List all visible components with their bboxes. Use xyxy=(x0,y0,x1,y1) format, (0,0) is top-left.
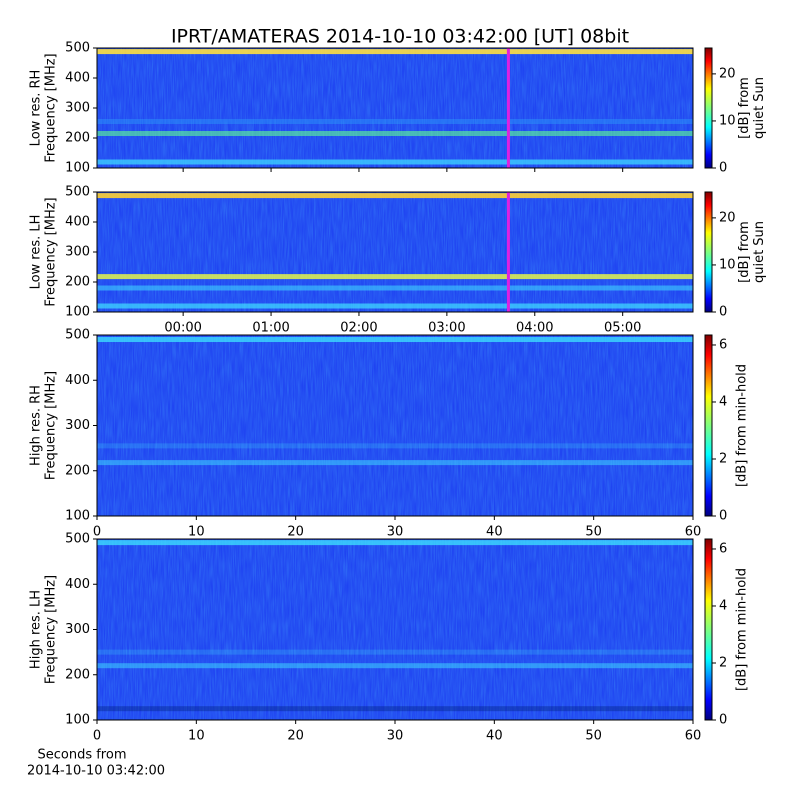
colorbar-label: [dB] from min-hold xyxy=(735,364,750,487)
spectrogram-band xyxy=(97,663,693,669)
colorbar-tick-label: 2 xyxy=(719,451,727,466)
colorbar-label: [dB] from xyxy=(737,221,752,283)
spectrogram-band xyxy=(97,274,693,280)
x-tick-label: 10 xyxy=(188,525,205,540)
y-tick-label: 500 xyxy=(65,532,90,547)
y-tick-label: 100 xyxy=(65,713,90,728)
x-tick-label: 01:00 xyxy=(252,321,289,336)
y-tick-label: 500 xyxy=(65,41,90,56)
figure-title: IPRT/AMATERAS 2014-10-10 03:42:00 [UT] 0… xyxy=(171,26,629,48)
y-tick-label: 400 xyxy=(65,577,90,592)
x-tick-label: 30 xyxy=(387,525,404,540)
x-tick-label: 00:00 xyxy=(164,321,201,336)
colorbar-label: quiet Sun xyxy=(752,221,767,283)
x-tick-label: 20 xyxy=(287,525,304,540)
x-tick-label: 50 xyxy=(585,729,602,744)
x-tick-label: 02:00 xyxy=(340,321,377,336)
x-tick-label: 10 xyxy=(188,729,205,744)
y-axis-label: High res. RH xyxy=(29,385,44,466)
spectrogram-noise xyxy=(97,539,693,720)
colorbar-tick-label: 6 xyxy=(719,541,727,556)
y-axis-label: Low res. RH xyxy=(29,70,44,147)
y-tick-label: 400 xyxy=(65,215,90,230)
x-tick-label: 60 xyxy=(685,525,702,540)
spectrogram-band xyxy=(97,119,693,124)
colorbar-tick-label: 0 xyxy=(719,305,727,320)
colorbar-tick-label: 0 xyxy=(719,713,727,728)
y-axis-label: Frequency [MHz] xyxy=(44,197,59,306)
y-tick-label: 200 xyxy=(65,131,90,146)
spectrogram-band xyxy=(97,649,693,655)
spectrogram-noise xyxy=(97,192,693,312)
x-tick-label: 0 xyxy=(93,525,101,540)
spectrogram-band xyxy=(97,131,693,136)
colorbar-tick-label: 0 xyxy=(719,509,727,524)
y-axis-label: Low res. LH xyxy=(29,215,44,290)
colorbar-tick-label: 20 xyxy=(719,210,736,225)
spectrogram-band xyxy=(97,540,693,546)
spectrogram-band xyxy=(97,303,693,309)
spectrogram-band xyxy=(97,49,693,55)
y-tick-label: 300 xyxy=(65,101,90,116)
y-tick-label: 100 xyxy=(65,161,90,176)
spectrogram-band xyxy=(97,193,693,199)
x-tick-label: 05:00 xyxy=(604,321,641,336)
colorbar-tick-label: 10 xyxy=(719,257,736,272)
colorbar-tick-label: 10 xyxy=(719,113,736,128)
colorbar-label: [dB] from min-hold xyxy=(735,568,750,691)
colorbar-label: [dB] from xyxy=(737,77,752,139)
colorbar xyxy=(704,334,713,517)
y-tick-label: 400 xyxy=(65,71,90,86)
y-axis-label: Frequency [MHz] xyxy=(44,371,59,480)
spectrogram-noise xyxy=(97,335,693,516)
x-tick-label: 30 xyxy=(387,729,404,744)
x-axis-label: 2014-10-10 03:42:00 xyxy=(27,764,165,779)
spectrogram-band xyxy=(97,285,693,291)
colorbar xyxy=(704,47,713,169)
x-tick-label: 40 xyxy=(486,729,503,744)
colorbar-tick-label: 6 xyxy=(719,337,727,352)
y-tick-label: 300 xyxy=(65,245,90,260)
x-tick-label: 20 xyxy=(287,729,304,744)
x-tick-label: 40 xyxy=(486,525,503,540)
y-tick-label: 100 xyxy=(65,509,90,524)
x-tick-label: 50 xyxy=(585,525,602,540)
y-tick-label: 200 xyxy=(65,667,90,682)
colorbar xyxy=(704,538,713,721)
x-tick-label: 03:00 xyxy=(428,321,465,336)
colorbar-tick-label: 4 xyxy=(719,598,727,613)
colorbar-tick-label: 2 xyxy=(719,655,727,670)
y-tick-label: 100 xyxy=(65,305,90,320)
x-tick-label: 60 xyxy=(685,729,702,744)
y-tick-label: 400 xyxy=(65,373,90,388)
colorbar-tick-label: 4 xyxy=(719,394,727,409)
colorbar-tick-label: 0 xyxy=(719,161,727,176)
y-tick-label: 500 xyxy=(65,328,90,343)
y-tick-label: 200 xyxy=(65,275,90,290)
spectrogram-band xyxy=(97,443,693,449)
y-axis-label: Frequency [MHz] xyxy=(44,575,59,684)
y-axis-label: High res. LH xyxy=(29,590,44,669)
x-tick-label: 0 xyxy=(93,729,101,744)
x-axis-label: Seconds from xyxy=(37,748,126,763)
colorbar-label: quiet Sun xyxy=(752,77,767,139)
spectrogram-noise xyxy=(97,48,693,168)
y-tick-label: 500 xyxy=(65,185,90,200)
spectrogram-band xyxy=(97,460,693,466)
y-tick-label: 200 xyxy=(65,463,90,478)
spectrogram-band xyxy=(97,337,693,343)
colorbar xyxy=(704,191,713,313)
colorbar-tick-label: 20 xyxy=(719,66,736,81)
y-tick-label: 300 xyxy=(65,622,90,637)
spectrogram-band xyxy=(97,706,693,712)
y-tick-label: 300 xyxy=(65,418,90,433)
y-axis-label: Frequency [MHz] xyxy=(44,53,59,162)
x-tick-label: 04:00 xyxy=(516,321,553,336)
spectrogram-band xyxy=(97,159,693,165)
